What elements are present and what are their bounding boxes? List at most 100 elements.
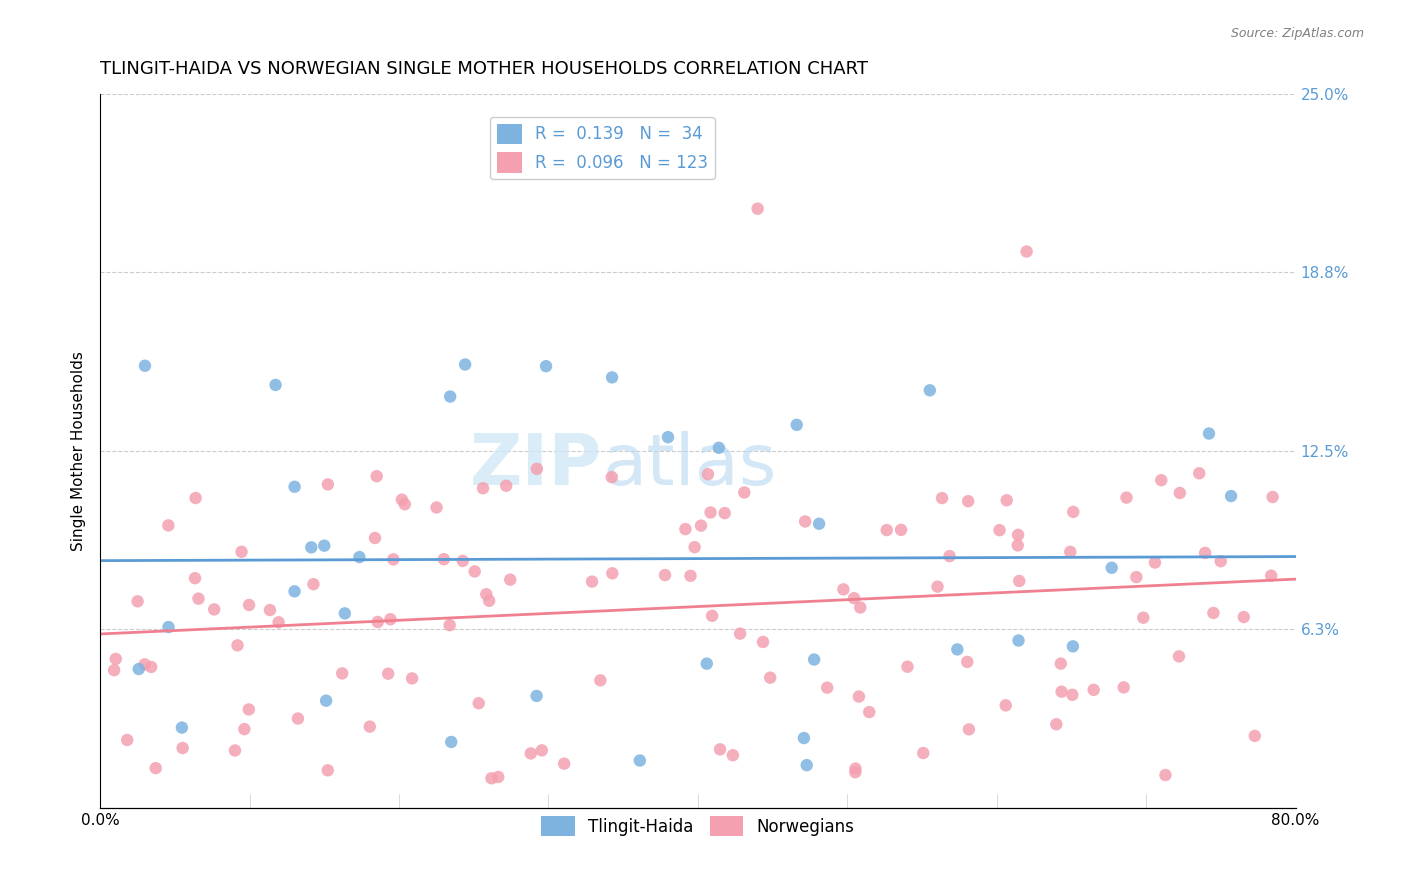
Point <box>530 743 553 757</box>
Point <box>433 552 456 566</box>
Point <box>314 539 336 553</box>
Point <box>202 602 225 616</box>
Point <box>1062 688 1084 702</box>
Point <box>759 671 782 685</box>
Point <box>157 620 180 634</box>
Point <box>284 584 307 599</box>
Point <box>721 748 744 763</box>
Point <box>747 202 769 216</box>
Point <box>849 600 872 615</box>
Point <box>526 462 548 476</box>
Point <box>1007 633 1029 648</box>
Y-axis label: Single Mother Households: Single Mother Households <box>72 351 86 551</box>
Point <box>808 516 831 531</box>
Point <box>832 582 855 597</box>
Point <box>786 417 808 432</box>
Point <box>1045 717 1067 731</box>
Point <box>995 493 1018 508</box>
Point <box>145 761 167 775</box>
Point <box>931 491 953 505</box>
Point <box>713 506 735 520</box>
Point <box>187 591 209 606</box>
Point <box>115 733 138 747</box>
Point <box>752 635 775 649</box>
Point <box>709 742 731 756</box>
Point <box>553 756 575 771</box>
Point <box>654 568 676 582</box>
Text: Source: ZipAtlas.com: Source: ZipAtlas.com <box>1230 27 1364 40</box>
Point <box>602 566 624 581</box>
Point <box>267 615 290 630</box>
Point <box>475 587 498 601</box>
Point <box>299 541 322 555</box>
Point <box>1083 682 1105 697</box>
Point <box>134 657 156 672</box>
Point <box>391 492 413 507</box>
Point <box>401 672 423 686</box>
Point <box>302 577 325 591</box>
Point <box>848 690 870 704</box>
Point <box>226 639 249 653</box>
Point <box>1101 560 1123 574</box>
Point <box>1150 473 1173 487</box>
Point <box>946 642 969 657</box>
Point <box>657 430 679 444</box>
Point <box>673 522 696 536</box>
Point <box>472 481 495 495</box>
Point <box>842 591 865 606</box>
Point <box>451 554 474 568</box>
Point <box>1202 606 1225 620</box>
Point <box>1132 610 1154 624</box>
Point <box>103 663 125 677</box>
Text: TLINGIT-HAIDA VS NORWEGIAN SINGLE MOTHER HOUSEHOLDS CORRELATION CHART: TLINGIT-HAIDA VS NORWEGIAN SINGLE MOTHER… <box>100 60 868 78</box>
Point <box>1233 610 1256 624</box>
Point <box>184 571 207 585</box>
Point <box>316 764 339 778</box>
Point <box>141 660 163 674</box>
Point <box>1112 681 1135 695</box>
Point <box>988 523 1011 537</box>
Point <box>628 754 651 768</box>
Point <box>330 666 353 681</box>
Point <box>938 549 960 563</box>
Point <box>364 531 387 545</box>
Point <box>231 545 253 559</box>
Point <box>1168 649 1191 664</box>
Point <box>927 580 949 594</box>
Point <box>134 359 156 373</box>
Point <box>534 359 557 374</box>
Point <box>957 494 980 508</box>
Point <box>1062 505 1084 519</box>
Point <box>233 722 256 736</box>
Point <box>1115 491 1137 505</box>
Point <box>1049 657 1071 671</box>
Point <box>394 497 416 511</box>
Point <box>499 573 522 587</box>
Point <box>170 721 193 735</box>
Point <box>600 370 623 384</box>
Point <box>844 762 866 776</box>
Point <box>1209 554 1232 568</box>
Point <box>700 608 723 623</box>
Point <box>259 603 281 617</box>
Point <box>1125 570 1147 584</box>
Point <box>858 705 880 719</box>
Point <box>1261 490 1284 504</box>
Legend: Tlingit-Haida, Norwegians: Tlingit-Haida, Norwegians <box>534 809 860 843</box>
Point <box>366 469 388 483</box>
Point <box>679 569 702 583</box>
Point <box>912 746 935 760</box>
Point <box>707 441 730 455</box>
Point <box>467 696 489 710</box>
Point <box>481 772 503 786</box>
Point <box>316 477 339 491</box>
Point <box>600 470 623 484</box>
Point <box>359 720 381 734</box>
Point <box>728 626 751 640</box>
Point <box>1059 545 1081 559</box>
Point <box>464 565 486 579</box>
Point <box>287 712 309 726</box>
Point <box>589 673 612 688</box>
Point <box>1143 556 1166 570</box>
Point <box>690 518 713 533</box>
